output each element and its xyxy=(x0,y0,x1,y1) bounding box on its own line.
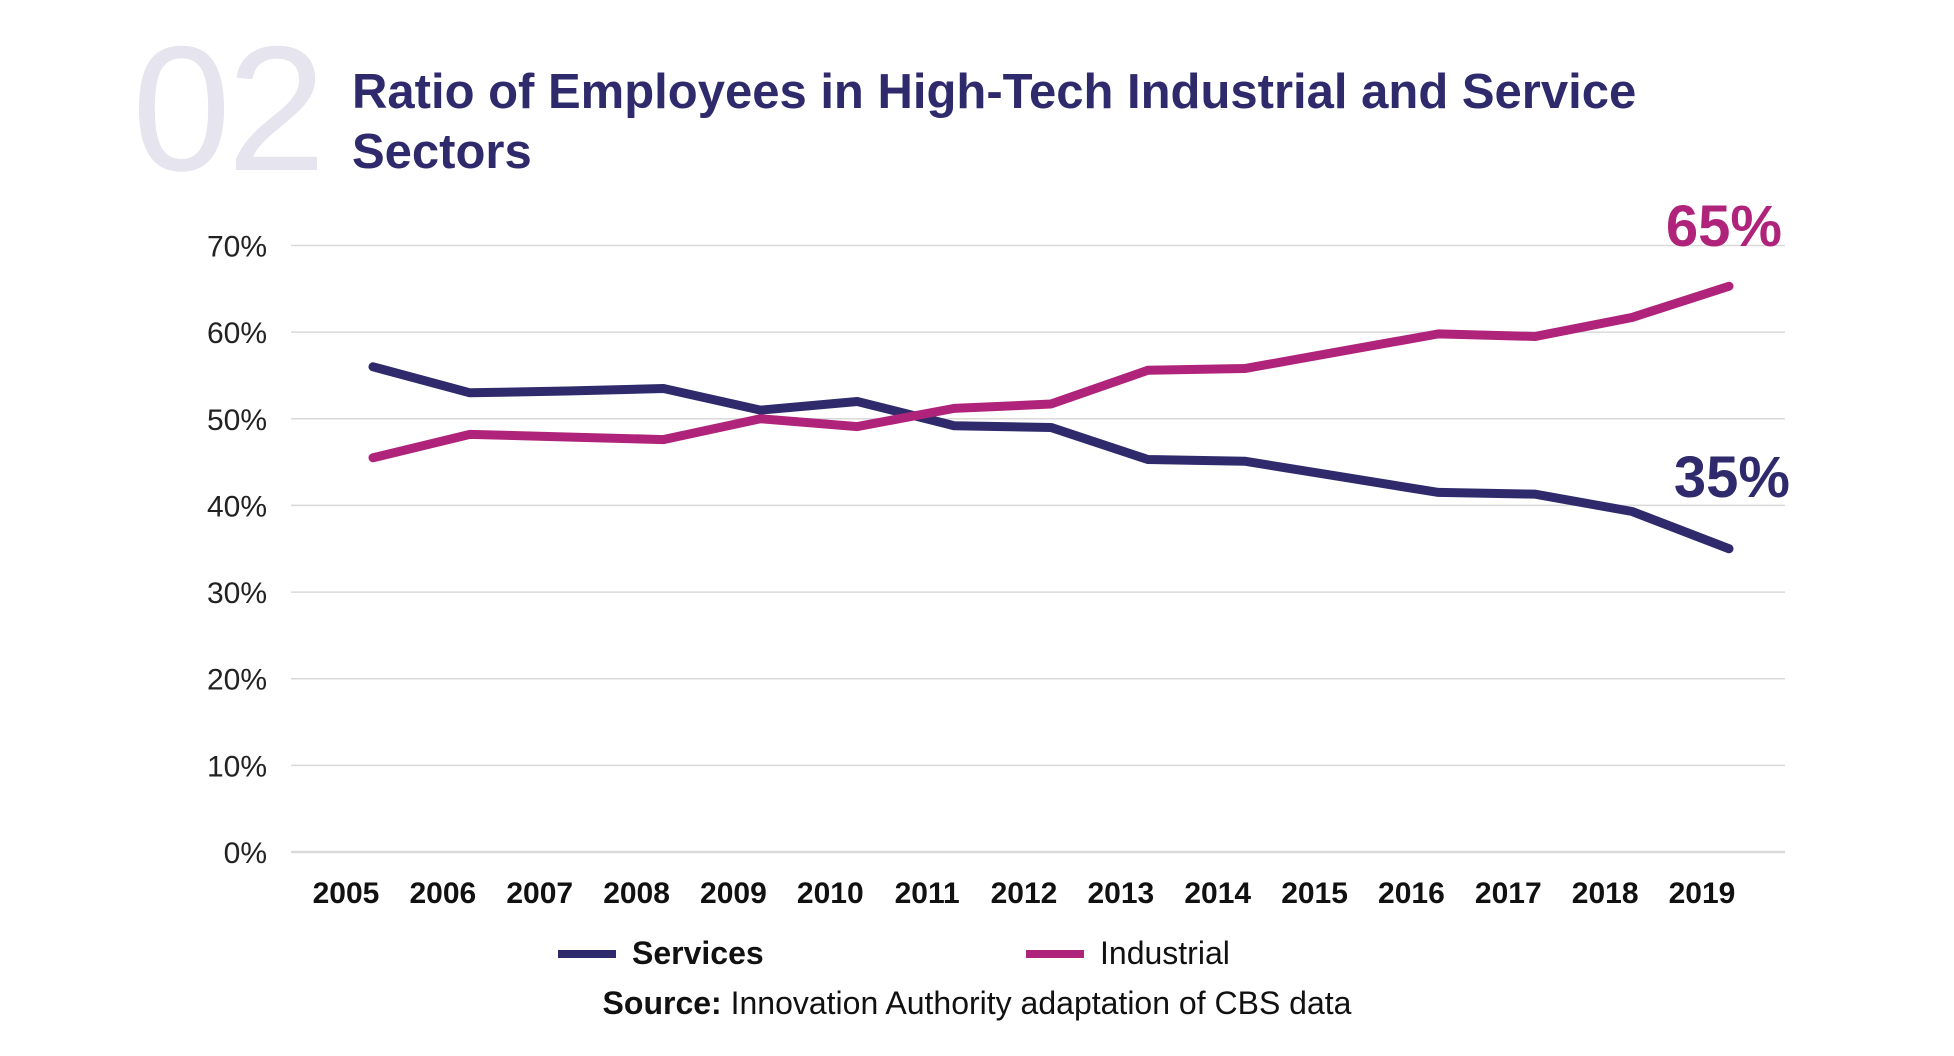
legend-item-services: Services xyxy=(558,935,764,972)
end-label-services: 35% xyxy=(1674,445,1790,510)
x-tick-label: 2006 xyxy=(409,877,476,910)
x-tick-label: 2017 xyxy=(1475,877,1542,910)
source-text: Innovation Authority adaptation of CBS d… xyxy=(730,985,1352,1021)
y-tick-label: 10% xyxy=(207,750,267,783)
legend-label-services: Services xyxy=(632,935,764,971)
y-tick-label: 0% xyxy=(224,837,267,870)
x-tick-label: 2009 xyxy=(700,877,767,910)
x-tick-label: 2016 xyxy=(1378,877,1445,910)
legend: Services Industrial xyxy=(0,935,1954,975)
x-tick-label: 2019 xyxy=(1669,877,1736,910)
end-label-industrial: 65% xyxy=(1666,194,1782,259)
x-tick-label: 2015 xyxy=(1281,877,1348,910)
x-tick-label: 2007 xyxy=(506,877,573,910)
y-tick-label: 20% xyxy=(207,664,267,697)
x-tick-label: 2008 xyxy=(603,877,670,910)
y-tick-label: 70% xyxy=(207,231,267,264)
services-swatch xyxy=(558,949,616,958)
x-tick-label: 2013 xyxy=(1087,877,1154,910)
y-tick-label: 60% xyxy=(207,317,267,350)
x-tick-label: 2005 xyxy=(313,877,380,910)
x-tick-label: 2012 xyxy=(991,877,1058,910)
legend-item-industrial: Industrial xyxy=(1026,935,1230,972)
x-tick-label: 2018 xyxy=(1572,877,1639,910)
chart-number: 02 xyxy=(132,9,326,208)
x-tick-label: 2011 xyxy=(895,877,960,910)
industrial-swatch xyxy=(1026,949,1084,958)
x-tick-label: 2010 xyxy=(797,877,864,910)
legend-label-industrial: Industrial xyxy=(1100,935,1230,971)
x-tick-label: 2014 xyxy=(1184,877,1251,910)
series-line-services xyxy=(368,362,1734,554)
y-tick-label: 30% xyxy=(207,577,267,610)
chart-title: Ratio of Employees in High-Tech Industri… xyxy=(352,65,1637,179)
source-label: Source: xyxy=(602,985,722,1021)
y-tick-label: 50% xyxy=(207,404,267,437)
source-note: Source: Innovation Authority adaptation … xyxy=(0,985,1954,1022)
y-tick-label: 40% xyxy=(207,490,267,523)
